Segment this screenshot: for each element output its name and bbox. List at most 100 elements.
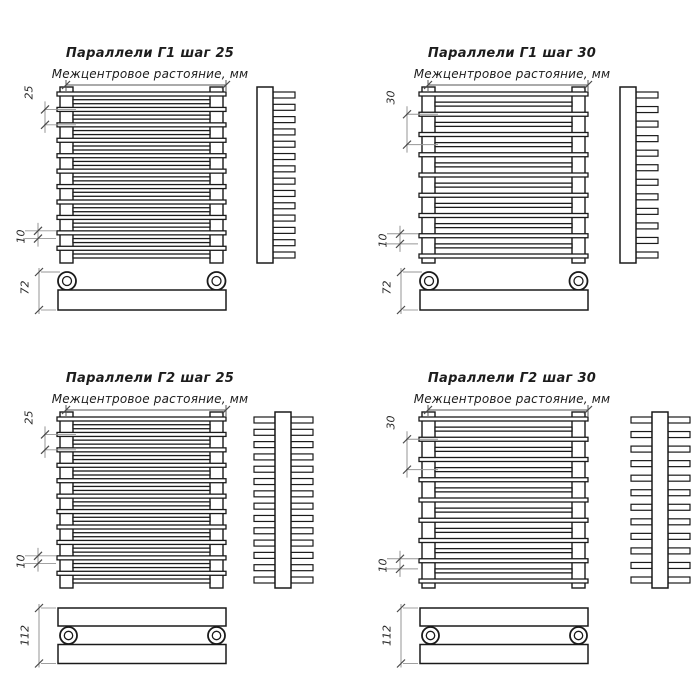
tube-end-right	[272, 214, 296, 222]
dimension-tick	[40, 430, 50, 439]
tube-end-left	[630, 489, 653, 497]
tube-row-front	[57, 643, 227, 665]
tube-end-right	[667, 561, 691, 570]
tube-end-right	[290, 490, 314, 498]
tube-end-right	[635, 251, 659, 259]
tube-front	[418, 497, 589, 503]
gap-dimension-label: 10	[376, 558, 390, 573]
tube-end-left	[253, 441, 276, 449]
dimension-tick	[33, 226, 43, 236]
dimension-tick	[33, 559, 43, 568]
tube-end-right	[635, 105, 659, 114]
tube-back	[434, 568, 573, 574]
diagram-title: Параллели Г1 шаг 25	[65, 46, 235, 61]
tube-back	[72, 470, 211, 476]
right-riser	[209, 86, 224, 264]
diagram-g1-step30	[387, 80, 659, 315]
tube-end-right	[667, 547, 691, 555]
step-dimension-label: 30	[384, 415, 398, 430]
tube-front	[56, 539, 227, 546]
tube-end-left	[630, 547, 653, 555]
tube-front	[56, 416, 227, 422]
pipe-connection-inner	[211, 275, 222, 287]
depth-dimension	[34, 267, 60, 315]
tube-back	[72, 532, 211, 538]
tube-back	[72, 237, 211, 244]
tube-end-left	[253, 465, 276, 473]
tube-end-left	[253, 576, 276, 584]
dimension-tick	[583, 405, 593, 415]
step-dimension	[40, 101, 76, 133]
tube-back	[434, 547, 573, 554]
tube-back	[72, 222, 211, 228]
tube-front	[56, 214, 227, 221]
dimension-tick	[396, 305, 406, 315]
tube-end-right	[272, 103, 296, 111]
tube-back	[434, 466, 573, 473]
center-distance-dimension	[423, 80, 593, 91]
diagram-title: Параллели Г2 шаг 25	[65, 371, 235, 386]
tube-back	[72, 454, 211, 461]
dimension-tick	[395, 239, 405, 249]
dimension-tick	[33, 551, 43, 561]
tube-back	[434, 141, 573, 148]
dimension-tick	[34, 267, 44, 277]
riser-profile	[651, 411, 669, 589]
tube-back	[434, 222, 573, 229]
tube-back	[434, 202, 573, 209]
tube-end-right	[667, 518, 691, 526]
dimension-tick	[61, 405, 71, 415]
tube-end-right	[290, 453, 314, 461]
tube-end-left	[630, 503, 653, 511]
tube-end-right	[635, 236, 659, 245]
tube-end-right	[272, 128, 296, 136]
tube-end-left	[253, 428, 276, 436]
tube-front	[418, 192, 589, 198]
depth-dimension	[396, 267, 422, 315]
tube-end-right	[635, 193, 659, 201]
tube-back	[72, 99, 211, 105]
tube-end-left	[630, 561, 653, 570]
tube-front	[418, 212, 589, 219]
tube-back	[434, 101, 573, 107]
tube-front	[56, 199, 227, 205]
dimension-tick	[396, 603, 406, 613]
tube-front	[56, 493, 227, 499]
diagram-g2-step30	[387, 405, 691, 668]
tube-end-right	[272, 152, 296, 161]
pipe-connection-inner	[211, 630, 222, 641]
dimension-tick	[396, 267, 406, 277]
tube-end-right	[635, 164, 659, 172]
tube-front	[56, 153, 227, 159]
tube-end-right	[272, 226, 296, 234]
pipe-connection-inner	[61, 275, 73, 287]
tube-back	[72, 547, 211, 553]
gap-dimension	[387, 550, 418, 577]
tube-back	[434, 507, 573, 513]
tube-front	[418, 91, 589, 97]
tube-end-left	[253, 564, 276, 572]
dimension-tick	[423, 80, 433, 90]
dimension-tick	[34, 603, 44, 613]
gap-dimension	[25, 547, 56, 572]
tube-back	[434, 243, 573, 249]
tube-back	[434, 446, 573, 453]
tube-row-back	[57, 607, 227, 627]
pipe-connection-inner	[63, 630, 74, 641]
tube-front	[56, 91, 227, 97]
dimension-tick	[33, 234, 43, 243]
tube-front	[56, 508, 227, 515]
tube-front	[56, 447, 227, 453]
tube-end-right	[290, 441, 314, 449]
tube-back	[434, 121, 573, 128]
tube-end-right	[290, 539, 314, 547]
center-distance-label: Межцентровое растояние, мм	[413, 66, 611, 81]
tube-end-left	[630, 532, 653, 540]
tube-end-left	[630, 445, 653, 453]
dimension-tick	[395, 229, 405, 239]
tube-front	[56, 106, 227, 113]
tube-back	[434, 162, 573, 168]
tube-back	[434, 426, 573, 432]
pipe-connection-inner	[573, 275, 584, 287]
gap-dimension	[387, 225, 418, 252]
